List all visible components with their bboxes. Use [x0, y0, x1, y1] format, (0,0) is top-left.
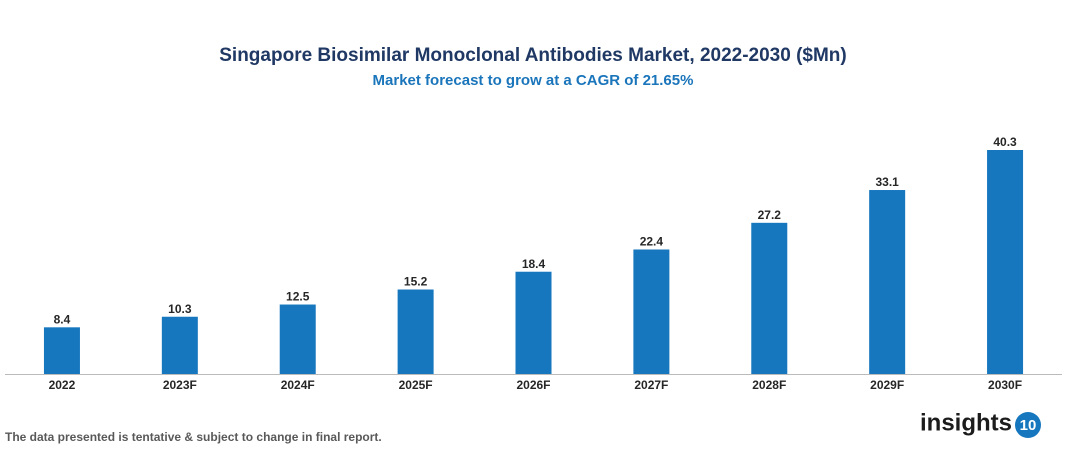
- x-tick-label: 2025F: [399, 378, 433, 392]
- bar: [161, 316, 198, 374]
- value-label: 12.5: [286, 290, 310, 304]
- x-tick-label: 2030F: [988, 378, 1022, 392]
- logo-number: 10: [1020, 417, 1037, 434]
- value-label: 8.4: [54, 312, 71, 326]
- logo-text: insights: [920, 409, 1012, 436]
- footnote: The data presented is tentative & subjec…: [5, 430, 382, 444]
- bar: [987, 150, 1024, 374]
- x-tick-label: 2029F: [870, 378, 904, 392]
- value-label: 22.4: [640, 235, 664, 249]
- bar: [869, 190, 906, 374]
- bar: [397, 289, 434, 374]
- bar: [279, 304, 316, 374]
- bar: [751, 222, 788, 374]
- value-label: 10.3: [168, 302, 192, 316]
- x-tick-label: 2022: [49, 378, 76, 392]
- x-tick-label: 2023F: [163, 378, 197, 392]
- chart-title: Singapore Biosimilar Monoclonal Antibodi…: [219, 45, 847, 66]
- value-label: 18.4: [522, 257, 546, 271]
- x-tick-label: 2028F: [752, 378, 786, 392]
- bar: [43, 327, 80, 374]
- x-tick-label: 2027F: [634, 378, 668, 392]
- value-label: 15.2: [404, 275, 428, 289]
- chart-subtitle: Market forecast to grow at a CAGR of 21.…: [373, 72, 694, 89]
- value-label: 27.2: [758, 208, 782, 222]
- x-tick-label: 2024F: [281, 378, 315, 392]
- value-label: 33.1: [875, 175, 899, 189]
- x-tick-label: 2026F: [516, 378, 550, 392]
- bar: [515, 271, 552, 374]
- logo-badge: [1015, 412, 1041, 438]
- bar: [633, 249, 670, 374]
- value-label: 40.3: [993, 135, 1017, 149]
